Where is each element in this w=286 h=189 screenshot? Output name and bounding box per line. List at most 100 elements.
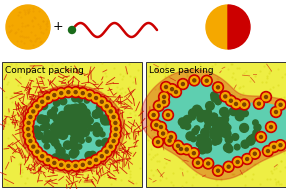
Circle shape xyxy=(232,134,239,140)
Circle shape xyxy=(237,108,246,117)
Circle shape xyxy=(216,120,225,129)
Ellipse shape xyxy=(19,85,124,173)
Circle shape xyxy=(101,146,112,157)
Circle shape xyxy=(231,98,242,109)
Circle shape xyxy=(67,120,74,127)
Circle shape xyxy=(153,100,164,111)
Bar xyxy=(2,62,142,187)
Circle shape xyxy=(25,112,36,122)
Circle shape xyxy=(236,160,239,163)
Circle shape xyxy=(212,125,221,134)
Text: +: + xyxy=(53,20,63,33)
Circle shape xyxy=(170,88,174,91)
Circle shape xyxy=(201,75,212,86)
Circle shape xyxy=(181,83,184,86)
Circle shape xyxy=(114,128,118,130)
Circle shape xyxy=(192,105,201,114)
Circle shape xyxy=(48,110,56,119)
Circle shape xyxy=(205,79,208,82)
Circle shape xyxy=(86,159,94,167)
Circle shape xyxy=(95,97,98,100)
Circle shape xyxy=(214,84,222,91)
Circle shape xyxy=(107,108,114,115)
Circle shape xyxy=(253,152,256,155)
Circle shape xyxy=(217,169,219,172)
Circle shape xyxy=(44,156,52,164)
Circle shape xyxy=(221,128,228,135)
Circle shape xyxy=(77,88,88,99)
Circle shape xyxy=(77,144,82,149)
Circle shape xyxy=(32,110,35,113)
Circle shape xyxy=(28,106,39,117)
Circle shape xyxy=(86,115,91,120)
Circle shape xyxy=(199,143,207,151)
Circle shape xyxy=(240,124,249,132)
Circle shape xyxy=(221,124,227,131)
Circle shape xyxy=(159,130,167,137)
Circle shape xyxy=(51,122,59,130)
Circle shape xyxy=(69,150,78,158)
Circle shape xyxy=(267,123,275,131)
Circle shape xyxy=(255,132,267,143)
Circle shape xyxy=(80,132,85,137)
Circle shape xyxy=(74,106,80,112)
Circle shape xyxy=(210,113,217,120)
Circle shape xyxy=(46,97,49,100)
Circle shape xyxy=(38,152,46,160)
Circle shape xyxy=(40,125,46,131)
Circle shape xyxy=(210,128,216,134)
Circle shape xyxy=(232,100,240,108)
Circle shape xyxy=(221,116,229,123)
Circle shape xyxy=(167,133,175,141)
Circle shape xyxy=(158,128,168,139)
Circle shape xyxy=(210,120,217,126)
Circle shape xyxy=(257,102,261,105)
Circle shape xyxy=(92,110,100,118)
Circle shape xyxy=(106,116,114,124)
Circle shape xyxy=(42,93,53,104)
Circle shape xyxy=(155,102,163,110)
Circle shape xyxy=(160,93,168,101)
Circle shape xyxy=(84,90,95,101)
Circle shape xyxy=(105,150,108,153)
Circle shape xyxy=(215,120,221,126)
Circle shape xyxy=(72,162,80,170)
Circle shape xyxy=(209,119,214,124)
Circle shape xyxy=(79,124,85,130)
Circle shape xyxy=(223,161,234,172)
Circle shape xyxy=(214,121,223,129)
Circle shape xyxy=(265,95,267,98)
Circle shape xyxy=(60,163,63,166)
Circle shape xyxy=(154,138,162,146)
Circle shape xyxy=(51,159,58,167)
Circle shape xyxy=(27,113,34,121)
Circle shape xyxy=(207,162,210,165)
Circle shape xyxy=(52,130,61,139)
Circle shape xyxy=(29,143,37,150)
Circle shape xyxy=(23,117,34,128)
Circle shape xyxy=(84,118,91,125)
Circle shape xyxy=(72,95,78,102)
Circle shape xyxy=(201,134,209,142)
Circle shape xyxy=(79,89,87,97)
Circle shape xyxy=(251,134,258,141)
Bar xyxy=(146,62,286,187)
Circle shape xyxy=(194,159,202,167)
Circle shape xyxy=(100,100,103,103)
Circle shape xyxy=(96,151,107,162)
Circle shape xyxy=(100,115,108,123)
Circle shape xyxy=(96,140,102,146)
Circle shape xyxy=(63,141,72,149)
Circle shape xyxy=(37,151,48,162)
Circle shape xyxy=(110,123,122,135)
Circle shape xyxy=(114,121,117,124)
Circle shape xyxy=(70,136,79,144)
Circle shape xyxy=(211,94,219,102)
Circle shape xyxy=(271,106,281,118)
Circle shape xyxy=(78,103,86,112)
Circle shape xyxy=(248,135,254,141)
Circle shape xyxy=(44,143,49,149)
Circle shape xyxy=(197,135,203,141)
Circle shape xyxy=(259,136,263,139)
Circle shape xyxy=(204,115,213,123)
